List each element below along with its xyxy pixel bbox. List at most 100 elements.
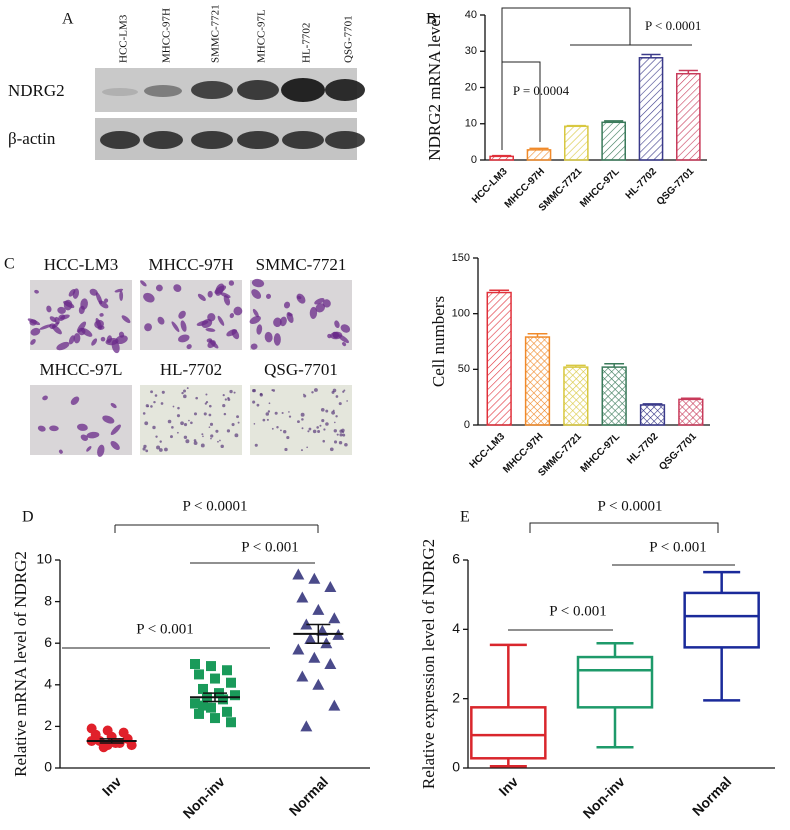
panel-label: D — [22, 509, 34, 526]
cell — [202, 435, 204, 438]
point — [292, 568, 305, 580]
cell — [237, 421, 240, 424]
lane-label: HCC-LM3 — [118, 14, 130, 63]
point — [230, 690, 240, 701]
cell — [262, 418, 266, 422]
point — [206, 702, 216, 713]
lane-label: MHCC-97L — [256, 9, 268, 63]
cell — [303, 394, 307, 398]
cell — [331, 390, 335, 394]
x-tick-label: HCC-LM3 — [468, 431, 508, 471]
y-tick-label: 2 — [452, 689, 460, 705]
cell — [273, 317, 282, 328]
point — [190, 698, 200, 709]
cell — [176, 414, 181, 418]
cell — [233, 391, 236, 394]
point — [296, 670, 309, 682]
bracket — [502, 61, 541, 142]
bracket — [529, 522, 719, 533]
point — [210, 713, 220, 724]
cell — [223, 412, 227, 416]
error-bar — [641, 53, 661, 58]
sem-bar — [99, 738, 124, 744]
cell — [319, 424, 322, 427]
point — [226, 717, 236, 728]
cell — [94, 319, 104, 329]
annotation: P < 0.0001 — [645, 18, 701, 33]
cell — [334, 320, 340, 329]
cell — [208, 404, 212, 408]
point — [308, 572, 321, 584]
cell — [226, 429, 231, 433]
y-tick-label: 0 — [471, 154, 477, 166]
bar — [524, 336, 551, 426]
box — [576, 655, 654, 709]
cell — [209, 422, 214, 426]
cell — [288, 411, 290, 413]
cell — [344, 442, 348, 447]
cell — [343, 389, 346, 392]
cell — [177, 406, 180, 410]
cell — [203, 412, 207, 416]
cell — [105, 337, 119, 346]
panel-label: A — [62, 11, 74, 28]
cell — [227, 398, 231, 402]
cell — [267, 410, 271, 413]
image-label: QSG-7701 — [264, 360, 338, 379]
lane-label: QSG-7701 — [343, 15, 355, 63]
cell — [157, 316, 165, 325]
cell — [173, 284, 182, 292]
cell — [152, 425, 156, 430]
x-tick-label: MHCC-97L — [578, 166, 622, 210]
cell — [42, 395, 48, 401]
cell — [333, 429, 337, 433]
cell — [63, 299, 73, 311]
cell — [76, 423, 88, 431]
cell — [171, 321, 180, 333]
cell — [265, 293, 272, 299]
cell — [72, 288, 80, 299]
bar — [678, 398, 704, 426]
point — [300, 720, 313, 732]
sem-bar — [203, 692, 227, 703]
cell — [27, 318, 41, 326]
point — [312, 603, 325, 615]
cell — [300, 412, 305, 417]
y-tick-label: 4 — [44, 676, 52, 692]
cell — [322, 299, 331, 308]
cell — [207, 340, 216, 349]
panel-label: B — [426, 11, 437, 28]
cell — [288, 415, 292, 418]
y-tick-label: 30 — [465, 45, 477, 57]
panel-label: E — [460, 509, 470, 526]
point — [198, 683, 208, 694]
y-tick-label: 4 — [452, 620, 460, 636]
cell — [30, 338, 36, 345]
point — [324, 581, 337, 593]
cell — [254, 443, 258, 447]
error-bar — [678, 69, 698, 74]
x-tick-label: HCC-LM3 — [470, 166, 510, 206]
cell — [114, 288, 124, 293]
cell — [332, 332, 340, 339]
cell — [110, 402, 117, 409]
cell — [119, 290, 124, 301]
cell — [195, 396, 198, 400]
lane-label: HL-7702 — [301, 23, 313, 63]
cell — [140, 280, 147, 287]
sem-bar — [306, 623, 331, 644]
point — [194, 708, 204, 719]
cell — [176, 431, 179, 434]
cell — [121, 315, 131, 324]
cell — [201, 433, 204, 436]
cell — [322, 439, 326, 443]
cell — [251, 278, 265, 288]
cell — [276, 426, 279, 429]
cell — [183, 423, 188, 427]
image-label: HCC-LM3 — [44, 255, 119, 274]
cell — [142, 447, 146, 451]
cell — [181, 391, 184, 395]
point — [190, 659, 200, 669]
cell — [311, 391, 314, 394]
